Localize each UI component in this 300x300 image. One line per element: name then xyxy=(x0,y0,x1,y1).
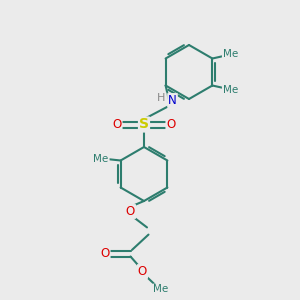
Text: Me: Me xyxy=(223,49,238,59)
Text: O: O xyxy=(167,118,176,131)
Text: H: H xyxy=(157,93,166,103)
Text: Me: Me xyxy=(153,284,168,295)
Text: O: O xyxy=(100,247,109,260)
Text: Me: Me xyxy=(94,154,109,164)
Text: S: S xyxy=(139,118,149,131)
Text: N: N xyxy=(168,94,177,107)
Text: Me: Me xyxy=(223,85,238,95)
Text: O: O xyxy=(112,118,122,131)
Text: O: O xyxy=(138,265,147,278)
Text: O: O xyxy=(126,205,135,218)
